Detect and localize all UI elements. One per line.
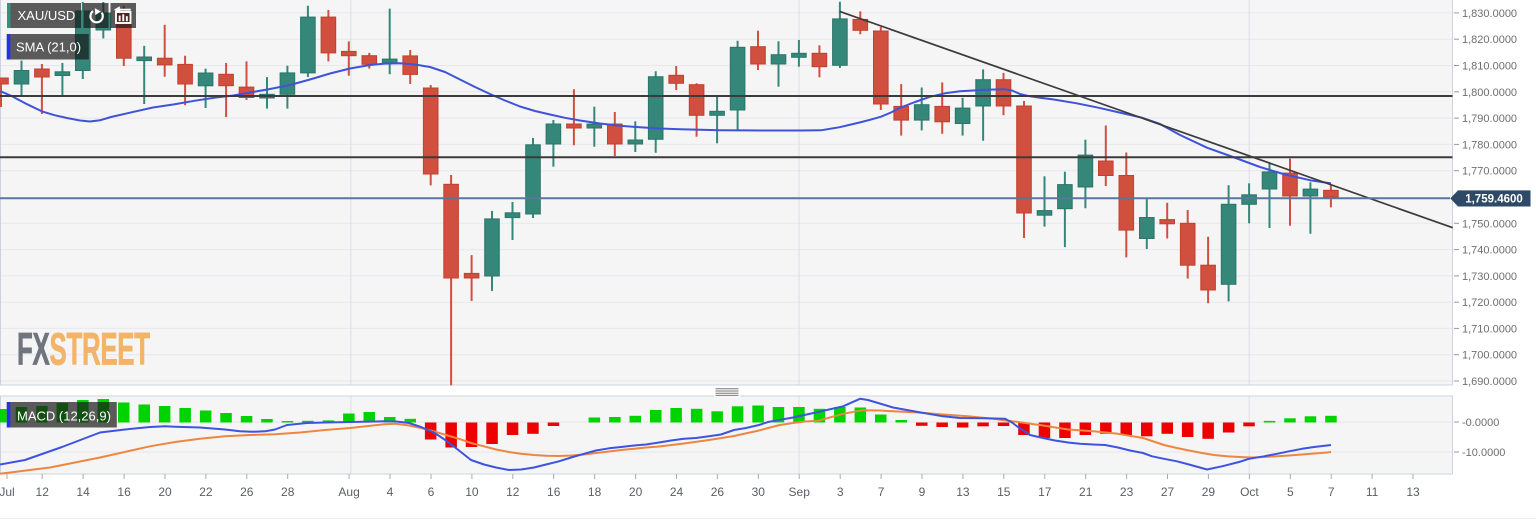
svg-text:1,770.0000: 1,770.0000 xyxy=(1462,166,1517,178)
svg-text:1,820.0000: 1,820.0000 xyxy=(1462,34,1517,46)
svg-text:12: 12 xyxy=(36,485,50,499)
svg-text:15: 15 xyxy=(997,485,1011,499)
svg-text:30: 30 xyxy=(752,485,766,499)
svg-text:16: 16 xyxy=(117,485,131,499)
svg-text:1,690.0000: 1,690.0000 xyxy=(1462,376,1517,388)
svg-text:1,810.0000: 1,810.0000 xyxy=(1462,61,1517,73)
svg-text:1,800.0000: 1,800.0000 xyxy=(1462,87,1517,99)
svg-text:26: 26 xyxy=(240,485,254,499)
svg-text:24: 24 xyxy=(670,485,684,499)
svg-text:Jul: Jul xyxy=(0,485,15,499)
svg-text:14: 14 xyxy=(76,485,90,499)
svg-text:13: 13 xyxy=(1406,485,1420,499)
svg-text:1,790.0000: 1,790.0000 xyxy=(1462,113,1517,125)
svg-text:1,780.0000: 1,780.0000 xyxy=(1462,139,1517,151)
svg-text:20: 20 xyxy=(629,485,643,499)
svg-text:Oct: Oct xyxy=(1240,485,1259,499)
svg-text:-10.0000: -10.0000 xyxy=(1462,447,1505,459)
svg-text:1,830.0000: 1,830.0000 xyxy=(1462,8,1517,20)
svg-text:4: 4 xyxy=(387,485,394,499)
svg-text:-0.0000: -0.0000 xyxy=(1462,417,1499,429)
svg-text:26: 26 xyxy=(711,485,725,499)
svg-text:21: 21 xyxy=(1079,485,1093,499)
svg-text:1,759.4600: 1,759.4600 xyxy=(1465,194,1523,206)
svg-text:9: 9 xyxy=(919,485,926,499)
svg-text:10: 10 xyxy=(465,485,479,499)
svg-text:1,710.0000: 1,710.0000 xyxy=(1462,323,1517,335)
svg-text:1,740.0000: 1,740.0000 xyxy=(1462,245,1517,257)
svg-text:17: 17 xyxy=(1038,485,1052,499)
svg-text:XAU/USD: XAU/USD xyxy=(18,8,76,23)
svg-text:SMA (21,0): SMA (21,0) xyxy=(16,40,81,55)
svg-text:FXSTREET: FXSTREET xyxy=(17,324,150,374)
svg-text:28: 28 xyxy=(281,485,295,499)
svg-text:MACD (12,26,9): MACD (12,26,9) xyxy=(17,409,111,424)
svg-text:Aug: Aug xyxy=(338,485,359,499)
svg-text:5: 5 xyxy=(1287,485,1294,499)
svg-text:11: 11 xyxy=(1366,485,1379,499)
svg-text:1,700.0000: 1,700.0000 xyxy=(1462,350,1517,362)
svg-text:23: 23 xyxy=(1120,485,1134,499)
svg-text:6: 6 xyxy=(428,485,435,499)
svg-text:Sep: Sep xyxy=(789,485,811,499)
svg-text:20: 20 xyxy=(158,485,172,499)
svg-text:3: 3 xyxy=(837,485,844,499)
svg-text:1,730.0000: 1,730.0000 xyxy=(1462,271,1517,283)
svg-text:1,720.0000: 1,720.0000 xyxy=(1462,297,1517,309)
svg-text:22: 22 xyxy=(199,485,213,499)
svg-text:1,750.0000: 1,750.0000 xyxy=(1462,218,1517,230)
svg-text:29: 29 xyxy=(1202,485,1216,499)
svg-text:18: 18 xyxy=(588,485,602,499)
svg-text:7: 7 xyxy=(1328,485,1335,499)
svg-text:27: 27 xyxy=(1161,485,1175,499)
svg-text:7: 7 xyxy=(878,485,885,499)
svg-text:16: 16 xyxy=(547,485,561,499)
svg-text:13: 13 xyxy=(956,485,970,499)
svg-text:12: 12 xyxy=(506,485,520,499)
